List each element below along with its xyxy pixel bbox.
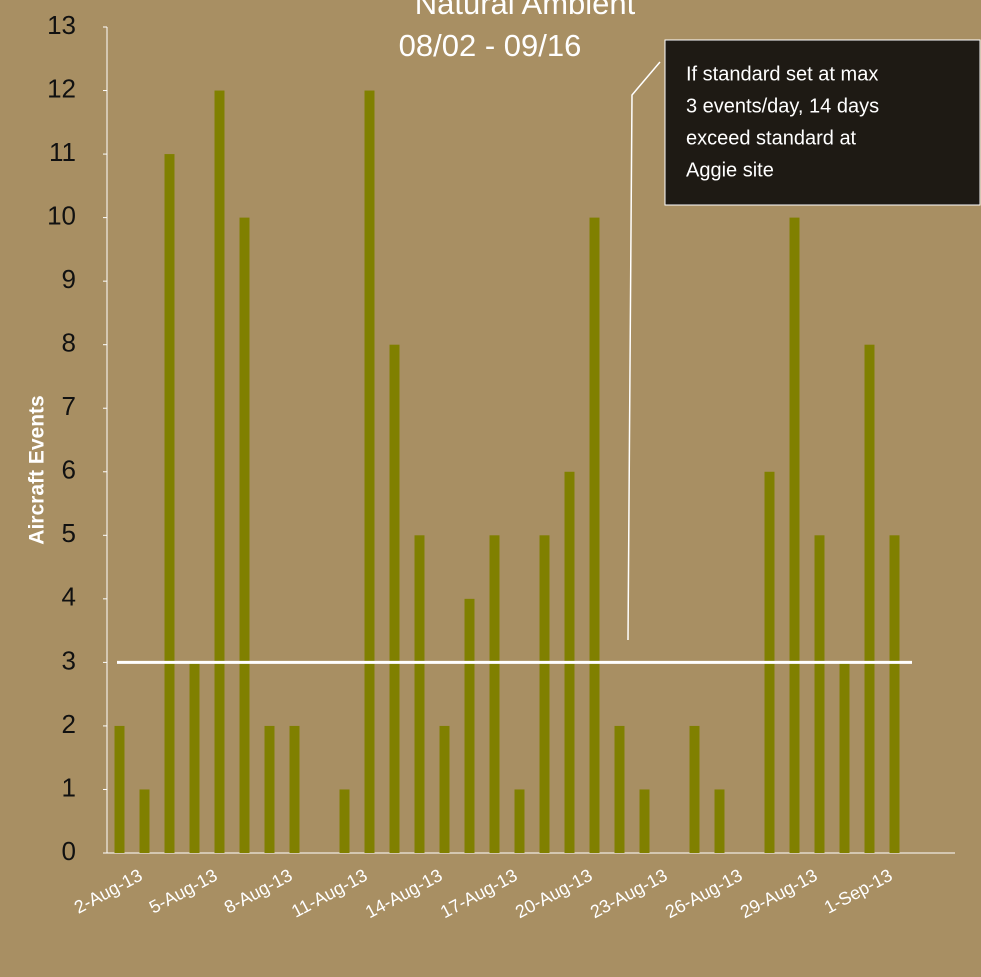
- bar: [589, 217, 600, 854]
- bar: [639, 789, 650, 853]
- y-tick-label: 6: [62, 455, 76, 485]
- annotation-text: Aggie site: [686, 159, 774, 181]
- bar: [839, 662, 850, 853]
- y-tick-label: 0: [62, 836, 76, 866]
- bar: [714, 789, 725, 853]
- bar: [189, 662, 200, 853]
- bar: [289, 725, 300, 853]
- bar: [114, 725, 125, 853]
- y-tick-label: 3: [62, 645, 76, 675]
- bar: [439, 725, 450, 853]
- y-tick-label: 4: [62, 582, 76, 612]
- y-axis-label: Aircraft Events: [26, 395, 49, 544]
- bar: [389, 344, 400, 853]
- y-tick-label: 10: [47, 200, 76, 230]
- y-tick-label: 12: [47, 73, 76, 103]
- bar: [539, 535, 550, 853]
- bar: [239, 217, 250, 854]
- bar: [514, 789, 525, 853]
- annotation-text: If standard set at max: [686, 63, 878, 85]
- bar: [489, 535, 500, 853]
- bar: [814, 535, 825, 853]
- bar: [464, 598, 475, 853]
- bar: [214, 90, 225, 854]
- annotation-box: [664, 39, 981, 206]
- bar: [164, 154, 175, 854]
- annotation-leader: [627, 61, 661, 641]
- y-tick-label: 11: [49, 137, 76, 167]
- bar: [264, 725, 275, 853]
- annotation-text: exceed standard at: [686, 127, 857, 149]
- bar: [789, 217, 800, 854]
- y-tick-label: 7: [62, 391, 76, 421]
- y-tick-label: 1: [62, 772, 76, 802]
- bar: [689, 725, 700, 853]
- y-tick-label: 2: [62, 709, 76, 739]
- bar: [864, 344, 875, 853]
- bar: [614, 725, 625, 853]
- bar: [339, 789, 350, 853]
- chart-title: Natural Ambient: [415, 0, 636, 21]
- y-tick-label: 8: [62, 328, 76, 358]
- bar: [414, 535, 425, 853]
- y-tick-label: 9: [62, 264, 76, 294]
- bar: [364, 90, 375, 854]
- annotation-text: 3 events/day, 14 days: [686, 95, 879, 117]
- bar: [139, 789, 150, 853]
- y-tick-label: 5: [62, 518, 76, 548]
- y-tick-label: 13: [47, 10, 76, 40]
- chart-subtitle: 08/02 - 09/16: [399, 28, 582, 63]
- bar: [889, 535, 900, 853]
